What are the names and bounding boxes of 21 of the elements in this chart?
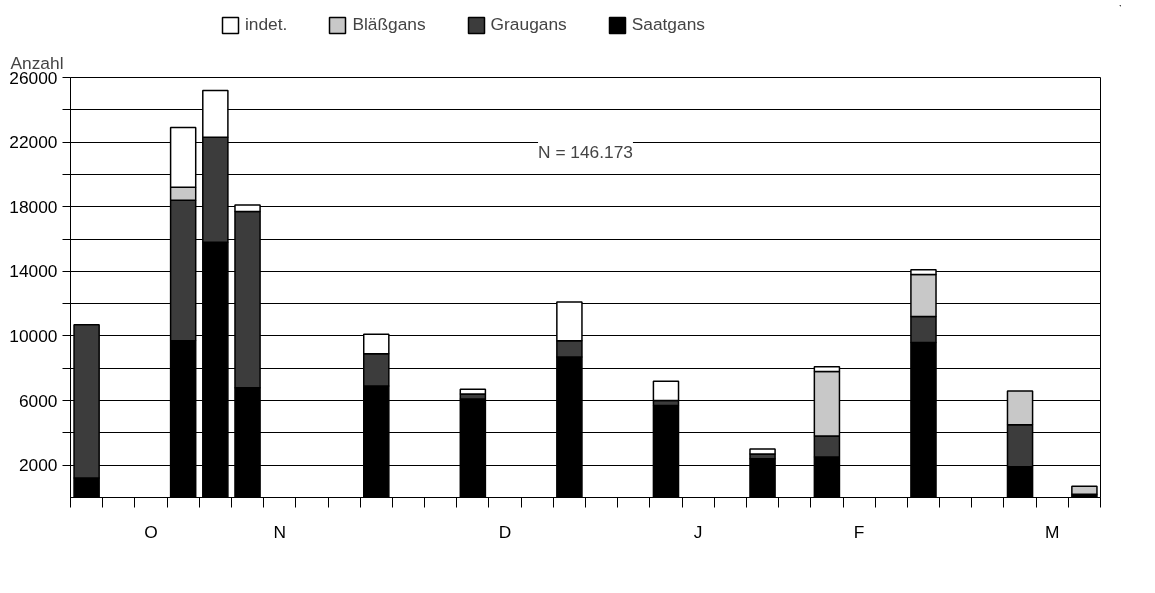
x-tick-label: F bbox=[853, 521, 865, 542]
x-tick-label: N bbox=[273, 521, 286, 542]
y-axis-title: Anzahl bbox=[10, 52, 64, 73]
y-tick-label: 10000 bbox=[9, 325, 58, 346]
y-tick-label: 22000 bbox=[9, 132, 58, 153]
y-tick-label: 2000 bbox=[18, 455, 58, 476]
y-tick-label: 6000 bbox=[18, 390, 58, 411]
x-tick-label: J bbox=[693, 521, 703, 542]
x-tick-label: O bbox=[144, 521, 158, 542]
x-tick-label: D bbox=[498, 521, 512, 542]
legend-label: Bläßgans bbox=[352, 14, 426, 35]
y-tick-label: 14000 bbox=[9, 261, 58, 282]
legend-label: Graugans bbox=[490, 14, 567, 35]
x-tick-label: M bbox=[1045, 521, 1060, 542]
legend-label: indet. bbox=[245, 14, 288, 35]
bar bbox=[1071, 485, 1098, 496]
bar bbox=[749, 448, 776, 455]
legend-label: Saatgans bbox=[631, 14, 705, 35]
bar bbox=[652, 380, 680, 402]
y-tick-label: 18000 bbox=[9, 196, 58, 217]
annotation: N = 146.173 bbox=[538, 141, 633, 162]
